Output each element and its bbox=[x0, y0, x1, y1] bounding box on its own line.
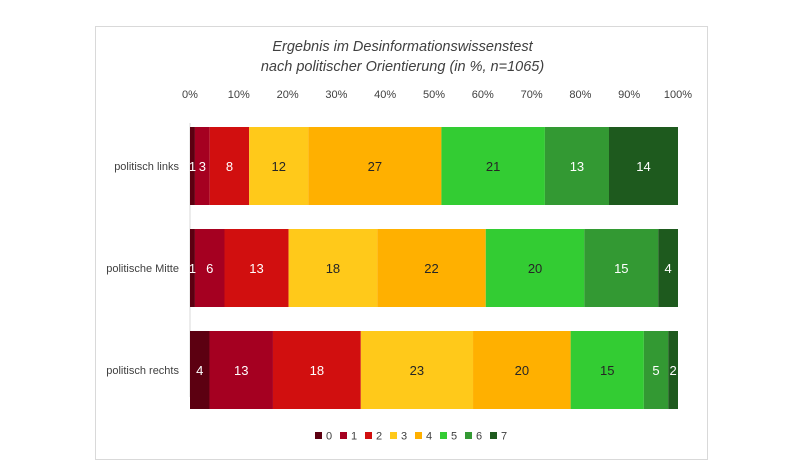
x-tick-label: 100% bbox=[664, 89, 692, 101]
data-label: 12 bbox=[271, 159, 285, 174]
legend-swatch bbox=[490, 432, 497, 439]
bar-segment bbox=[272, 331, 361, 409]
legend: 0 1 2 3 4 5 6 7 bbox=[315, 431, 507, 443]
x-axis-ticks: 0% 10% 20% 30% 40% 50% 60% 70% 80% 90% 100% bbox=[182, 89, 692, 101]
legend-swatch bbox=[465, 432, 472, 439]
legend-label: 1 bbox=[351, 431, 357, 443]
bar-segment bbox=[194, 229, 225, 307]
bar-segment bbox=[643, 331, 669, 409]
bar-segment bbox=[190, 331, 210, 409]
data-label: 13 bbox=[234, 363, 248, 378]
bar-segment bbox=[570, 331, 644, 409]
data-label: 20 bbox=[515, 363, 529, 378]
bar-segment bbox=[224, 229, 289, 307]
bar-segment bbox=[308, 127, 442, 205]
legend-label: 4 bbox=[426, 431, 432, 443]
bar-segment bbox=[288, 229, 378, 307]
legend-label: 0 bbox=[326, 431, 332, 443]
bar-segment bbox=[485, 229, 585, 307]
x-tick-label: 40% bbox=[374, 89, 396, 101]
x-tick-label: 50% bbox=[423, 89, 445, 101]
x-tick-label: 80% bbox=[569, 89, 591, 101]
x-tick-label: 90% bbox=[618, 89, 640, 101]
bar-segment bbox=[544, 127, 609, 205]
data-label: 22 bbox=[424, 261, 438, 276]
data-label: 18 bbox=[326, 261, 340, 276]
x-tick-label: 70% bbox=[521, 89, 543, 101]
legend-swatch bbox=[415, 432, 422, 439]
legend-label: 3 bbox=[401, 431, 407, 443]
chart-area: Ergebnis im Desinformationswissenstest n… bbox=[95, 26, 708, 460]
category-label: politische Mitte bbox=[106, 263, 179, 275]
data-label: 13 bbox=[570, 159, 584, 174]
x-tick-label: 20% bbox=[277, 89, 299, 101]
legend-label: 7 bbox=[501, 431, 507, 443]
data-label: 1 bbox=[189, 261, 196, 276]
bar-segment bbox=[249, 127, 309, 205]
x-tick-label: 30% bbox=[325, 89, 347, 101]
legend-swatch bbox=[365, 432, 372, 439]
legend-swatch bbox=[340, 432, 347, 439]
data-label: 23 bbox=[410, 363, 424, 378]
data-label: 2 bbox=[670, 363, 677, 378]
data-labels: 1 3 8 12 27 21 13 141 6 13 18 22 20 15 44 13 18 23 20 15 5 2 bbox=[189, 159, 677, 378]
chart-subtitle: nach politischer Orientierung (in %, n=1… bbox=[261, 59, 544, 75]
bar-segment bbox=[209, 127, 250, 205]
bar-segment bbox=[608, 127, 678, 205]
bar-segment bbox=[441, 127, 545, 205]
bar-segment bbox=[668, 331, 678, 409]
bar-segment bbox=[190, 127, 195, 205]
data-label: 21 bbox=[486, 159, 500, 174]
bar-segment bbox=[209, 331, 273, 409]
data-label: 18 bbox=[310, 363, 324, 378]
bar-segment bbox=[658, 229, 678, 307]
category-labels: politisch links politische Mitte politisch… bbox=[106, 161, 179, 377]
legend-label: 2 bbox=[376, 431, 382, 443]
bar-segments bbox=[190, 127, 678, 409]
legend-swatch bbox=[440, 432, 447, 439]
bar-segment bbox=[360, 331, 474, 409]
data-label: 3 bbox=[199, 159, 206, 174]
data-label: 4 bbox=[665, 261, 672, 276]
bar-segment bbox=[190, 229, 195, 307]
x-tick-label: 10% bbox=[228, 89, 250, 101]
data-label: 13 bbox=[249, 261, 263, 276]
data-label: 4 bbox=[196, 363, 203, 378]
data-label: 14 bbox=[636, 159, 650, 174]
data-label: 5 bbox=[652, 363, 659, 378]
legend-swatch bbox=[390, 432, 397, 439]
data-label: 27 bbox=[368, 159, 382, 174]
data-label: 6 bbox=[206, 261, 213, 276]
chart-title: Ergebnis im Desinformationswissenstest bbox=[272, 39, 533, 55]
x-tick-label: 0% bbox=[182, 89, 198, 101]
category-label: politisch links bbox=[114, 161, 179, 173]
x-tick-label: 60% bbox=[472, 89, 494, 101]
legend-label: 5 bbox=[451, 431, 457, 443]
bar-segment bbox=[377, 229, 486, 307]
bar-segment bbox=[194, 127, 210, 205]
stacked-bar-chart: Ergebnis im Desinformationswissenstest n… bbox=[106, 39, 692, 443]
legend-label: 6 bbox=[476, 431, 482, 443]
bar-segment bbox=[584, 229, 659, 307]
data-label: 20 bbox=[528, 261, 542, 276]
data-label: 15 bbox=[600, 363, 614, 378]
data-label: 8 bbox=[226, 159, 233, 174]
data-label: 1 bbox=[189, 159, 196, 174]
data-label: 15 bbox=[614, 261, 628, 276]
bar-segment bbox=[473, 331, 571, 409]
legend-swatch bbox=[315, 432, 322, 439]
category-label: politisch rechts bbox=[106, 365, 179, 377]
